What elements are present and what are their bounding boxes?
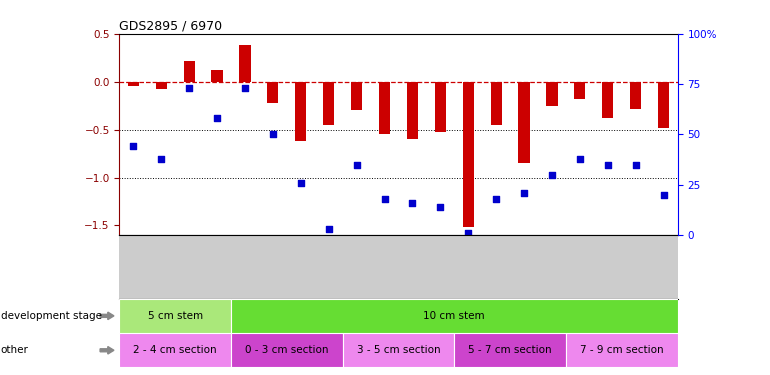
Bar [239, 45, 250, 82]
Text: 0 - 3 cm section: 0 - 3 cm section [245, 345, 329, 355]
Bar [295, 82, 306, 141]
Point [574, 156, 586, 162]
Point [295, 180, 307, 186]
Bar [231, 298, 678, 333]
Bar [379, 82, 390, 134]
Bar [343, 333, 454, 368]
Point [462, 230, 474, 236]
Bar [435, 82, 446, 132]
Point [127, 144, 139, 150]
Point [658, 192, 670, 198]
Point [183, 85, 196, 91]
Bar [128, 82, 139, 87]
Point [630, 162, 642, 168]
Text: 5 - 7 cm section: 5 - 7 cm section [468, 345, 552, 355]
Bar [463, 82, 474, 227]
Point [518, 190, 531, 196]
Bar [547, 82, 557, 106]
Bar [267, 82, 279, 103]
Bar [574, 82, 585, 99]
Text: 5 cm stem: 5 cm stem [148, 311, 203, 321]
Bar [518, 82, 530, 163]
Text: other: other [1, 345, 28, 355]
Text: 7 - 9 cm section: 7 - 9 cm section [580, 345, 664, 355]
Bar [351, 82, 362, 111]
Bar [323, 82, 334, 125]
Bar [156, 82, 167, 89]
Text: 10 cm stem: 10 cm stem [424, 311, 485, 321]
Bar [212, 70, 223, 82]
Bar [454, 333, 566, 368]
Point [601, 162, 614, 168]
Bar [119, 333, 231, 368]
Point [378, 196, 390, 202]
Point [546, 172, 558, 178]
Point [490, 196, 502, 202]
Point [266, 131, 279, 137]
Point [407, 200, 419, 206]
Point [350, 162, 363, 168]
Point [434, 204, 447, 210]
Bar [407, 82, 418, 139]
Point [211, 115, 223, 121]
Text: GDS2895 / 6970: GDS2895 / 6970 [119, 20, 223, 33]
Bar [658, 82, 669, 128]
Text: 2 - 4 cm section: 2 - 4 cm section [133, 345, 217, 355]
Bar [231, 333, 343, 368]
Bar [490, 82, 502, 125]
Bar [630, 82, 641, 108]
Bar [183, 61, 195, 82]
Bar [602, 82, 614, 118]
Point [323, 226, 335, 232]
Text: development stage: development stage [1, 311, 102, 321]
Bar [119, 298, 231, 333]
Bar [566, 333, 678, 368]
Point [155, 156, 167, 162]
Text: 3 - 5 cm section: 3 - 5 cm section [357, 345, 440, 355]
Point [239, 85, 251, 91]
